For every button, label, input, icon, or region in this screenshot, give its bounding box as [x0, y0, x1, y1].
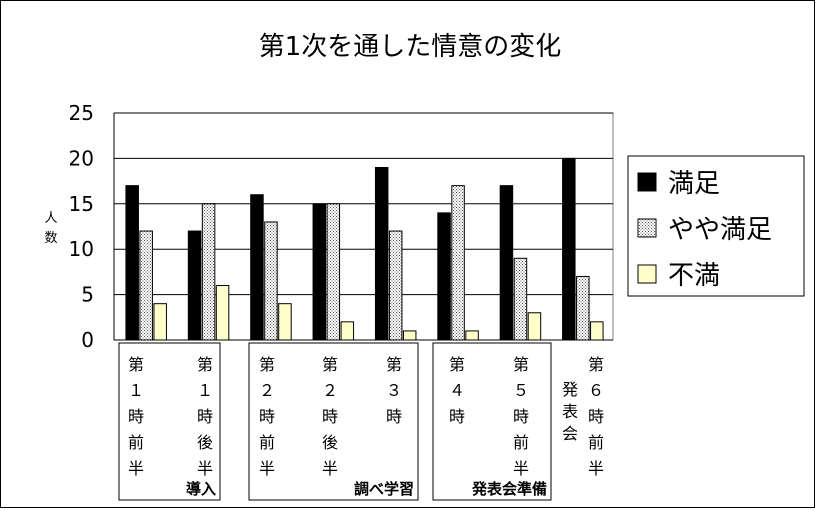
x-category-char: 半: [128, 459, 144, 478]
bar-1: [374, 166, 389, 341]
x-category-char: 第: [386, 355, 402, 374]
legend-label: 不満: [668, 261, 720, 291]
x-category-char: 時: [197, 407, 213, 426]
category-group-box: [248, 342, 419, 501]
bar-1: [437, 212, 451, 341]
bar-2: [201, 203, 216, 341]
legend-swatch: [637, 172, 657, 192]
x-category-char: 後: [322, 433, 338, 452]
bar-1: [562, 157, 576, 341]
legend-label: 満足: [668, 169, 720, 199]
bar-2: [264, 221, 278, 341]
x-category-char: 時: [588, 407, 604, 426]
y-tick-label: 0: [81, 328, 94, 352]
legend-label: やや満足: [668, 215, 772, 245]
x-category-char: 時: [128, 407, 144, 426]
chart-title: 第1次を通した情意の変化: [259, 32, 562, 62]
x-category-extra-char: 発: [562, 380, 578, 399]
x-category-char: 半: [513, 459, 529, 478]
bar-1: [499, 185, 514, 341]
x-category-char: ６: [588, 381, 604, 400]
x-category-char: 時: [513, 407, 529, 426]
y-axis-label: 数: [44, 231, 57, 246]
x-category-char: 第: [588, 355, 604, 374]
bar-2: [576, 275, 590, 341]
x-category-char: 半: [588, 459, 604, 478]
y-tick-label: 5: [81, 283, 94, 307]
bar-1: [312, 203, 327, 341]
category-group-label: 導入: [186, 480, 216, 498]
bar-3: [215, 285, 230, 341]
bar-3: [402, 330, 417, 341]
x-category-char: 時: [259, 407, 275, 426]
x-category-char: ４: [449, 381, 465, 400]
x-category-char: 半: [259, 459, 275, 478]
bar-2: [451, 185, 465, 341]
bar-2: [513, 257, 528, 341]
x-category-char: 前: [128, 433, 144, 452]
bar-2: [388, 230, 403, 341]
x-category-char: 第: [259, 355, 275, 374]
x-category-label: 第 ２ 時後半: [322, 355, 338, 478]
x-category-char: 時: [322, 407, 338, 426]
x-category-label: 第 ３ 時: [386, 355, 402, 426]
x-category-char: 時: [386, 407, 402, 426]
x-category-char: 時: [449, 407, 465, 426]
x-category-char: 前: [588, 433, 604, 452]
y-axis-label: 人: [44, 211, 57, 226]
bar-2: [139, 230, 153, 341]
plot-area: 0510152025人数第１時前半第１時後半第２時前半第２時後半第３時第４時第５…: [44, 101, 614, 501]
y-tick-label: 25: [69, 101, 94, 125]
x-category-char: 前: [513, 433, 529, 452]
x-category-char: ２: [322, 381, 338, 400]
y-tick-label: 10: [69, 237, 94, 261]
legend-box: [627, 155, 805, 297]
legend-swatch: [637, 264, 657, 284]
category-group-label: 発表会準備: [471, 480, 547, 498]
x-category-char: ３: [386, 381, 402, 400]
bar-1: [125, 185, 139, 341]
bar-3: [465, 330, 479, 341]
x-category-char: 後: [197, 433, 213, 452]
x-category-char: 第: [449, 355, 465, 374]
x-category-label: 第 ６ 時前半: [588, 355, 604, 478]
bar-3: [527, 312, 542, 341]
x-category-char: ２: [259, 381, 275, 400]
x-category-char: １: [128, 381, 144, 400]
y-tick-label: 15: [69, 192, 94, 216]
x-category-label: 第 １ 時後半: [197, 355, 213, 478]
y-tick-label: 20: [69, 146, 94, 170]
x-category-char: 第: [322, 355, 338, 374]
x-category-char: 半: [197, 459, 213, 478]
category-group-box: [432, 342, 552, 501]
x-category-label: 第 ２ 時前半: [259, 355, 275, 478]
x-category-extra-char: 表: [562, 402, 578, 421]
x-category-label: 第 ５ 時前半: [513, 355, 529, 478]
bar-2: [326, 203, 341, 341]
legend-swatch: [637, 218, 657, 238]
x-category-char: 第: [513, 355, 529, 374]
x-category-label: 第 ４ 時: [449, 355, 465, 426]
bar-3: [590, 321, 604, 341]
x-category-char: １: [197, 381, 213, 400]
category-group-label: 調べ学習: [354, 480, 414, 498]
x-category-label: 第 １ 時前半: [128, 355, 144, 478]
x-category-char: ５: [513, 381, 529, 400]
bar-1: [250, 194, 264, 341]
x-category-char: 第: [128, 355, 144, 374]
bar-3: [278, 303, 292, 341]
bar-3: [340, 321, 355, 341]
bar-3: [153, 303, 167, 341]
category-group-box: [118, 342, 221, 501]
x-category-char: 前: [259, 433, 275, 452]
x-category-char: 第: [197, 355, 213, 374]
x-category-extra-label: 発表会: [562, 380, 578, 443]
x-category-extra-char: 会: [562, 424, 578, 443]
x-category-char: 半: [322, 459, 338, 478]
bar-1: [187, 230, 202, 341]
